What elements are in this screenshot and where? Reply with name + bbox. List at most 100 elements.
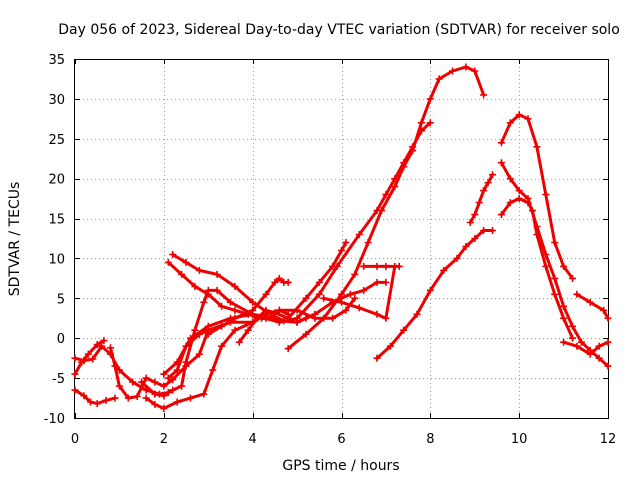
data-point: [560, 302, 568, 310]
data-point: [515, 187, 523, 195]
data-point: [284, 314, 292, 322]
data-point: [395, 262, 403, 270]
data-point: [533, 231, 541, 238]
data-point: [169, 376, 177, 384]
data-point: [542, 262, 550, 270]
data-point: [551, 239, 559, 246]
series-track-j: [164, 258, 390, 326]
data-point: [497, 139, 505, 147]
data-point: [595, 342, 603, 350]
x-tick-label: 0: [71, 432, 79, 447]
data-point: [471, 235, 479, 242]
data-point: [506, 199, 514, 207]
data-point: [253, 314, 261, 322]
data-point: [262, 306, 270, 314]
data-point: [284, 345, 292, 353]
data-point: [71, 386, 79, 394]
data-point: [409, 147, 417, 155]
data-point: [391, 183, 399, 191]
y-tick-label: -5: [52, 372, 65, 387]
data-point: [489, 227, 496, 234]
data-point: [426, 119, 434, 127]
data-point: [560, 338, 568, 346]
x-axis-label: GPS time / hours: [282, 458, 399, 474]
series-line: [166, 260, 388, 324]
data-point: [164, 374, 172, 382]
x-tick-labels: 0 2 4 6 8 10 12: [71, 432, 616, 447]
data-point: [400, 163, 408, 171]
data-point: [417, 119, 425, 127]
data-point: [302, 294, 310, 302]
data-point: [426, 286, 434, 294]
data-point: [413, 310, 421, 318]
series-track-q: [466, 171, 496, 226]
data-point: [235, 338, 243, 346]
data-point: [244, 326, 252, 334]
data-point: [342, 239, 350, 246]
data-point: [204, 290, 212, 298]
data-point: [93, 400, 101, 408]
series-line: [237, 241, 348, 344]
data-point: [373, 354, 381, 362]
y-axis-label: SDTVAR / TECUs: [7, 182, 23, 297]
series-track-m: [284, 63, 488, 353]
data-point: [315, 290, 323, 298]
chart-title: Day 056 of 2023, Sidereal Day-to-day VTE…: [58, 22, 620, 38]
series-track-p: [373, 227, 496, 362]
series-line: [499, 161, 610, 368]
data-point: [573, 290, 581, 298]
data-point: [231, 306, 239, 314]
x-tick-label: 6: [337, 432, 345, 447]
series-line: [286, 65, 486, 351]
data-point: [142, 394, 150, 402]
data-point: [100, 337, 108, 345]
plot-frame: [74, 59, 609, 419]
series-track-v: [573, 290, 612, 322]
data-point: [515, 111, 523, 119]
x-tick-label: 4: [249, 432, 257, 447]
data-point: [338, 247, 345, 254]
data-point: [178, 270, 186, 278]
data-point: [231, 314, 239, 322]
data-point: [440, 266, 448, 274]
data-point: [160, 392, 168, 400]
data-point: [311, 310, 319, 318]
data-point: [524, 199, 532, 207]
data-point: [249, 298, 257, 306]
series-track-f: [138, 286, 279, 400]
series-line: [575, 292, 610, 320]
data-point: [449, 67, 456, 75]
data-point: [173, 366, 181, 374]
series-group: [71, 63, 612, 412]
data-point: [111, 394, 119, 402]
data-point: [600, 306, 608, 314]
data-point: [586, 350, 594, 358]
x-tick-label: 10: [511, 432, 528, 447]
data-point: [604, 362, 612, 370]
y-tick-label: 5: [57, 292, 65, 307]
series-track-r: [497, 111, 576, 282]
data-point: [524, 115, 532, 123]
data-point: [489, 171, 496, 179]
data-point: [284, 278, 292, 286]
data-point: [231, 282, 239, 290]
data-point: [142, 374, 150, 382]
data-point: [360, 286, 368, 294]
data-point: [320, 294, 328, 302]
data-point: [151, 390, 159, 398]
data-point: [471, 211, 479, 219]
y-tick-label: 25: [48, 133, 65, 148]
data-point: [378, 207, 385, 215]
data-point: [360, 262, 368, 270]
data-point: [484, 179, 492, 187]
data-point: [497, 211, 505, 219]
data-point: [475, 199, 483, 207]
data-point: [351, 270, 359, 278]
data-point: [462, 243, 470, 250]
data-point: [551, 290, 559, 298]
data-point: [271, 309, 279, 317]
data-point: [315, 278, 323, 286]
data-point: [471, 67, 479, 75]
data-point: [218, 342, 226, 350]
